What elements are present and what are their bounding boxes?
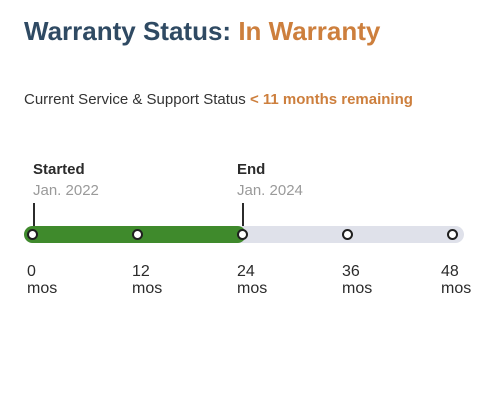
started-date: Jan. 2022 (33, 182, 99, 199)
timeline-tick-label: 48 mos (441, 263, 471, 297)
started-marker: Started Jan. 2022 (33, 161, 99, 200)
tick-unit: mos (132, 280, 163, 297)
end-pointer-line (242, 203, 244, 233)
timeline-tick-label: 24 mos (237, 263, 267, 297)
tick-value: 36 (342, 263, 360, 280)
end-label: End (237, 161, 266, 178)
months-remaining: < 11 months remaining (249, 91, 413, 108)
tick-value: 0 (27, 263, 36, 280)
started-pointer-line (33, 203, 35, 233)
warranty-status-value: In Warranty (238, 16, 381, 46)
timeline-tick-label: 12 mos (132, 263, 162, 297)
tick-value: 48 (441, 263, 459, 280)
end-marker: End Jan. 2024 (237, 161, 303, 200)
warranty-status-label: Warranty Status: (24, 16, 232, 46)
timeline-milestone-dot (27, 229, 38, 240)
tick-value: 24 (237, 263, 255, 280)
service-support-label: Current Service & Support Status (24, 91, 246, 108)
warranty-status-title: Warranty Status: In Warranty (24, 16, 380, 47)
started-label: Started (33, 161, 85, 178)
tick-unit: mos (237, 280, 268, 297)
end-date: Jan. 2024 (237, 182, 303, 199)
timeline-milestone-dot (342, 229, 353, 240)
timeline-tick-label: 36 mos (342, 263, 372, 297)
timeline-milestone-dot (237, 229, 248, 240)
timeline-milestone-dot (447, 229, 458, 240)
timeline-milestone-dot (132, 229, 143, 240)
tick-value: 12 (132, 263, 150, 280)
timeline-tick-label: 0 mos (27, 263, 57, 297)
tick-unit: mos (342, 280, 373, 297)
tick-unit: mos (27, 280, 58, 297)
service-support-status: Current Service & Support Status < 11 mo… (24, 91, 413, 108)
tick-unit: mos (441, 280, 472, 297)
